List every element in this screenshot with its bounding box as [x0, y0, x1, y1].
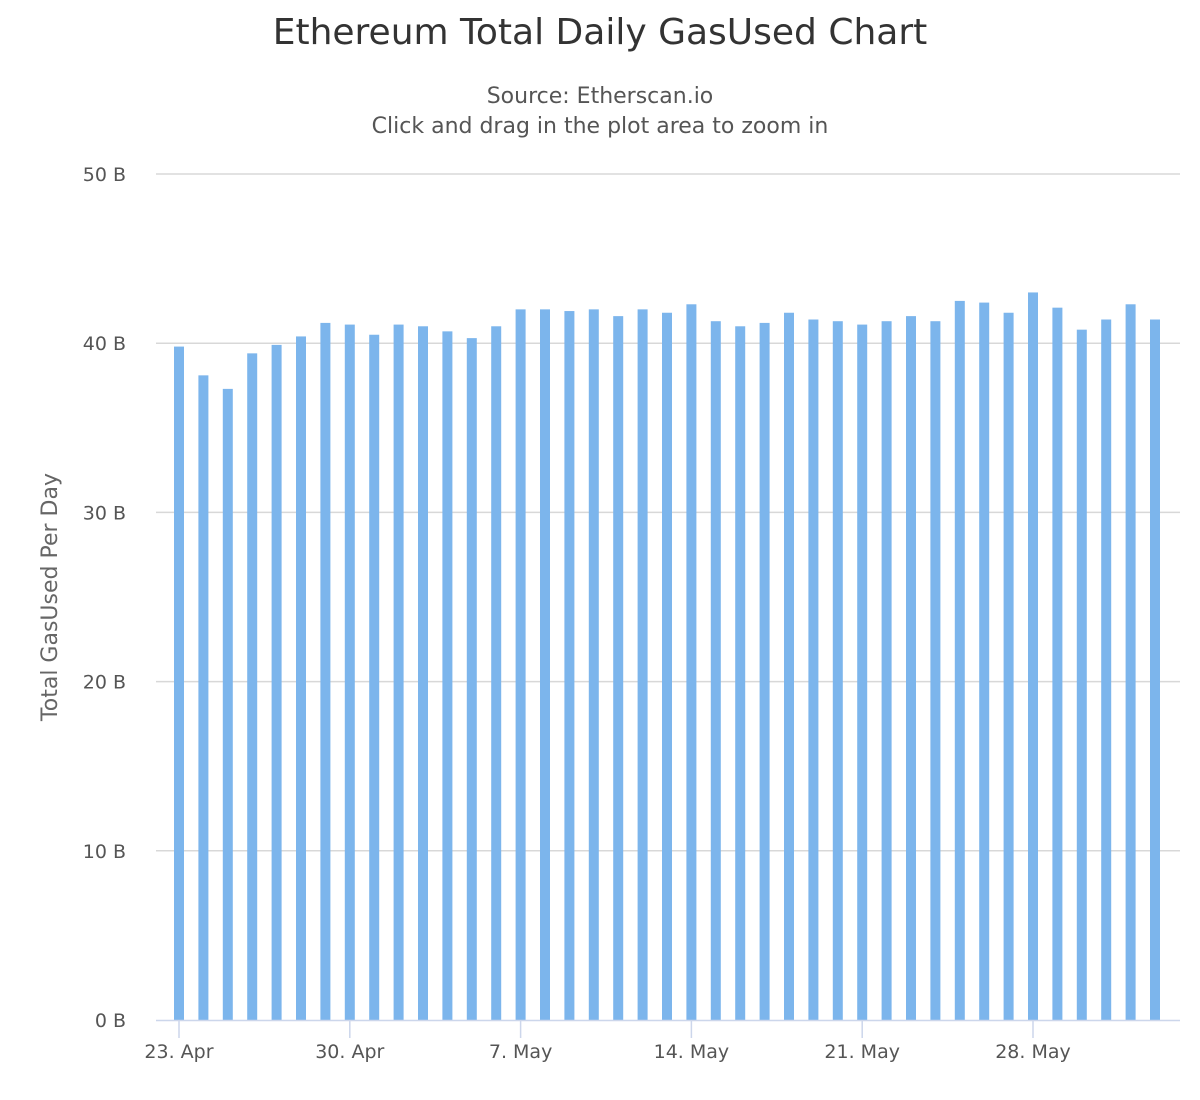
bar[interactable]: 2 May: 41.1 B — [393, 324, 404, 1020]
bar[interactable]: 26 May: 42.4 B — [979, 302, 990, 1020]
bar[interactable]: 14 May: 42.3 B — [686, 304, 697, 1020]
bar[interactable]: 28 May: 43 B — [1028, 292, 1038, 1020]
bar[interactable]: 29 Apr: 41.2 B — [320, 322, 331, 1020]
bar[interactable]: 23 May: 41.6 B — [906, 316, 916, 1020]
bar[interactable]: 31 May: 41.4 B — [1101, 319, 1112, 1021]
chart-subtitle: Source: Etherscan.io Click and drag in t… — [0, 82, 1200, 142]
bar[interactable]: 1 Jun: 42.3 B — [1125, 304, 1136, 1020]
bar[interactable]: 5 May: 40.3 B — [466, 338, 477, 1020]
y-tick-label: 10 B — [83, 841, 126, 863]
y-tick-label: 30 B — [83, 502, 126, 524]
bar[interactable]: 23 Apr: 39.8 B — [174, 346, 184, 1021]
bar[interactable]: 26 Apr: 39.4 B — [247, 353, 258, 1020]
bar[interactable]: 30 Apr: 41.1 B — [344, 324, 355, 1020]
bar[interactable]: 11 May: 41.6 B — [613, 316, 624, 1020]
chart-source: Source: Etherscan.io — [486, 84, 714, 109]
bar[interactable]: 27 May: 41.8 B — [1003, 312, 1014, 1020]
bar[interactable]: 18 May: 41.8 B — [784, 312, 794, 1020]
bar[interactable]: 12 May: 42 B — [637, 309, 648, 1020]
bar[interactable]: 10 May: 42 B — [588, 309, 599, 1020]
x-tick-label: 28. May — [995, 1041, 1071, 1063]
y-tick-label: 50 B — [83, 164, 126, 186]
bar[interactable]: 28 Apr: 40.4 B — [296, 336, 306, 1020]
bar[interactable]: 9 May: 41.9 B — [564, 311, 575, 1020]
y-axis: 0 B 10 B 20 B 30 B 40 B 50 B — [83, 164, 126, 1032]
bar[interactable]: 2 Jun: 41.4 B — [1150, 319, 1160, 1021]
bar[interactable]: 27 Apr: 39.9 B — [271, 344, 282, 1021]
bar[interactable]: 1 May: 40.5 B — [369, 334, 380, 1020]
bar[interactable]: 8 May: 42 B — [540, 309, 550, 1020]
bar[interactable]: 13 May: 41.8 B — [662, 312, 672, 1020]
x-tick-label: 23. Apr — [144, 1041, 213, 1063]
bar[interactable]: 20 May: 41.3 B — [832, 321, 843, 1021]
x-tick-label: 14. May — [654, 1041, 730, 1063]
bars[interactable]: 23 Apr: 39.8 B 24 Apr: 38.1 B 25 Apr: 37.3… — [174, 292, 1160, 1021]
zoom-hint: Click and drag in the plot area to zoom … — [371, 114, 829, 139]
bar[interactable]: 25 May: 42.5 B — [954, 300, 965, 1020]
bar[interactable]: 3 May: 41 B — [418, 326, 428, 1020]
bar[interactable]: 29 May: 42.1 B — [1052, 307, 1063, 1021]
bar[interactable]: 19 May: 41.4 B — [808, 319, 819, 1021]
y-tick-label: 20 B — [83, 672, 126, 694]
x-tick-label: 7. May — [489, 1041, 552, 1063]
x-tick-label: 21. May — [824, 1041, 900, 1063]
y-axis-title: Total GasUsed Per Day — [38, 473, 63, 722]
bar[interactable]: 4 May: 40.7 B — [442, 331, 453, 1021]
bar[interactable]: 16 May: 41 B — [735, 326, 746, 1020]
bar[interactable]: 30 May: 40.8 B — [1076, 329, 1087, 1020]
bar[interactable]: 21 May: 41.1 B — [857, 324, 868, 1020]
bar[interactable]: 17 May: 41.2 B — [759, 322, 770, 1020]
bar[interactable]: 25 Apr: 37.3 B — [222, 388, 233, 1020]
bar[interactable]: 22 May: 41.3 B — [881, 321, 892, 1021]
bar[interactable]: 24 May: 41.3 B — [930, 321, 941, 1021]
x-tick-label: 30. Apr — [315, 1041, 384, 1063]
x-axis: 23. Apr 30. Apr 7. May 14. May 21. May 28. Ma… — [144, 1019, 1180, 1063]
bar[interactable]: 7 May: 42 B — [515, 309, 526, 1020]
y-tick-label: 0 B — [95, 1010, 126, 1032]
bar[interactable]: 24 Apr: 38.1 B — [198, 375, 209, 1020]
chart-title: Ethereum Total Daily GasUsed Chart — [272, 12, 928, 53]
y-tick-label: 40 B — [83, 333, 126, 355]
bar[interactable]: 15 May: 41.3 B — [710, 321, 721, 1021]
bar[interactable]: 6 May: 41 B — [491, 326, 502, 1020]
